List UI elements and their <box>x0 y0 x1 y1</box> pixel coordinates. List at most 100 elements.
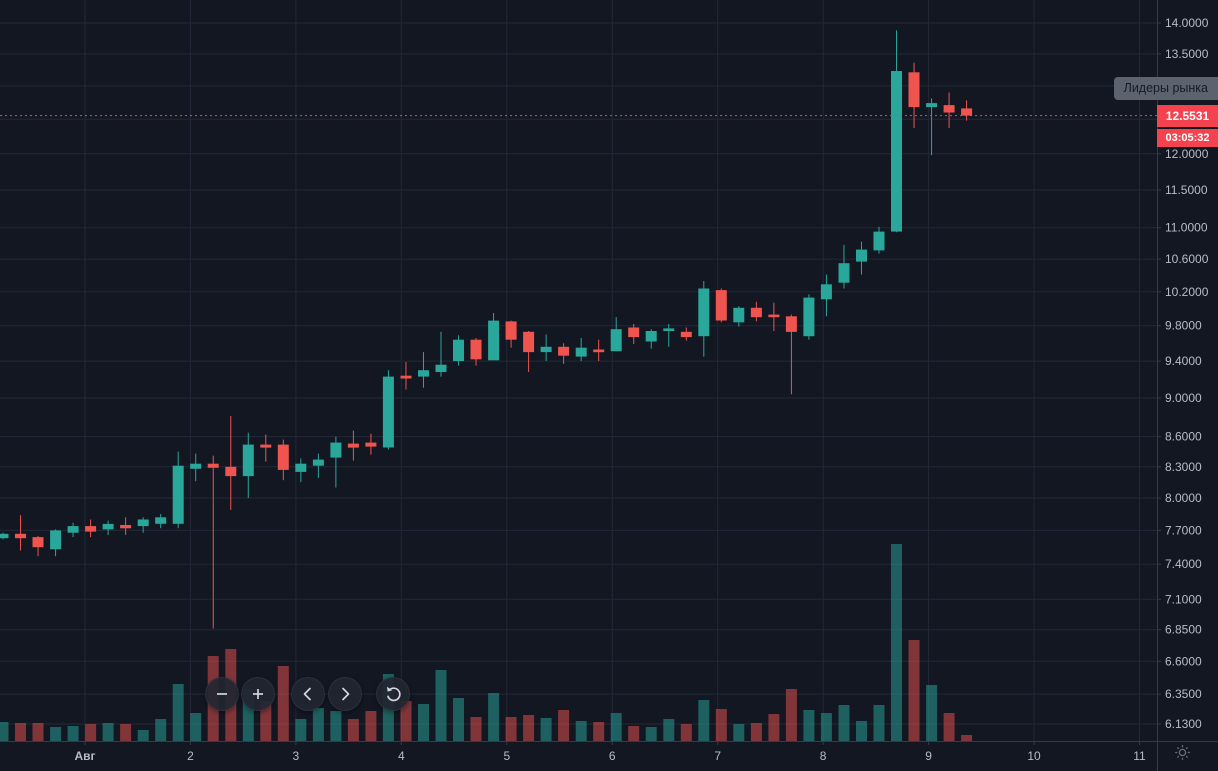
volume-bar <box>295 719 307 741</box>
candle-body <box>347 443 359 448</box>
volume-bar <box>768 714 780 741</box>
price-tick-label: 14.0000 <box>1165 16 1209 30</box>
zoom-in-button[interactable] <box>241 677 275 711</box>
reset-view-button[interactable] <box>376 677 410 711</box>
volume-bar <box>347 719 359 741</box>
candles <box>0 30 973 629</box>
candle-body <box>312 459 324 466</box>
volume-bar <box>242 689 254 741</box>
candle-body <box>50 530 62 550</box>
candle-body <box>85 526 97 532</box>
time-tick-label: 11 <box>1133 749 1146 763</box>
volume-bar <box>488 693 500 741</box>
volume-bar <box>856 721 867 741</box>
volume-bar <box>558 710 570 741</box>
price-tick-label: 6.6000 <box>1165 654 1202 668</box>
volume-bar <box>680 724 692 741</box>
candle-body <box>505 321 517 340</box>
volume-bar <box>120 724 132 741</box>
volume-bar <box>277 666 289 741</box>
volume-bars <box>0 544 973 741</box>
volume-bar <box>102 723 114 741</box>
volume-bar <box>523 715 535 741</box>
candle-body <box>961 108 973 116</box>
tooltip-market-leaders: Лидеры рынка <box>1113 77 1218 100</box>
candle-body <box>260 444 272 448</box>
price-tick-label: 8.0000 <box>1165 491 1202 505</box>
volume-bar <box>190 713 202 741</box>
candle-body <box>67 526 79 533</box>
candle-body <box>628 327 640 338</box>
volume-bar <box>453 698 464 741</box>
scroll-left-button[interactable] <box>291 677 325 711</box>
volume-bar <box>470 717 482 741</box>
volume-bar <box>873 705 885 741</box>
candle-body <box>785 316 797 332</box>
candle-body <box>242 444 254 477</box>
candle-body <box>190 463 202 469</box>
volume-bar <box>505 717 517 741</box>
volume-bar <box>715 709 727 741</box>
candle-body <box>523 331 535 353</box>
candle-body <box>645 331 657 342</box>
volume-bar <box>750 723 762 741</box>
minus-icon <box>217 693 227 695</box>
volume-bar <box>435 670 447 741</box>
volume-bar <box>312 708 324 741</box>
candle-body <box>435 364 447 372</box>
candle-body <box>803 297 815 337</box>
chevron-left-icon <box>303 687 311 701</box>
candle-body <box>558 346 570 356</box>
candle-body <box>330 442 342 458</box>
volume-bar <box>926 685 938 741</box>
price-tick-label: 11.0000 <box>1165 221 1208 235</box>
volume-bar <box>628 726 640 741</box>
price-tick-label: 6.3500 <box>1165 687 1202 701</box>
volume-bar <box>908 640 920 741</box>
candle-body <box>838 263 850 283</box>
candle-body <box>943 105 955 113</box>
candle-body <box>0 533 9 539</box>
time-tick-label: 5 <box>503 749 510 763</box>
candle-body <box>418 370 429 377</box>
candle-body <box>382 376 394 448</box>
volume-bar <box>698 700 710 741</box>
zoom-out-button[interactable] <box>205 677 239 711</box>
candle-body <box>873 231 885 251</box>
price-tick-label: 7.4000 <box>1165 557 1202 571</box>
volume-bar <box>593 722 605 741</box>
price-tick-label: 6.8500 <box>1165 623 1202 637</box>
volume-bar <box>50 727 62 741</box>
volume-bar <box>645 727 657 741</box>
candle-body <box>891 71 902 232</box>
price-tick-label: 8.3000 <box>1165 460 1202 474</box>
candle-body <box>207 463 219 468</box>
price-tick-label: 7.1000 <box>1165 592 1202 606</box>
volume-bar <box>733 724 745 741</box>
price-tick-label: 9.4000 <box>1165 354 1202 368</box>
volume-bar <box>838 705 850 741</box>
candle-body <box>32 537 44 548</box>
volume-bar <box>172 684 184 741</box>
gear-sun-icon <box>1175 745 1190 760</box>
volume-bar <box>365 711 377 741</box>
candle-body <box>856 249 867 262</box>
rotate-ccw-icon <box>386 686 401 701</box>
axis-settings-button[interactable] <box>1174 744 1200 770</box>
price-tick-label: 10.2000 <box>1165 285 1209 299</box>
time-axis[interactable]: Авг 2 3 4 5 6 7 8 9 10 11 <box>74 741 1146 763</box>
time-tick-label: 2 <box>187 749 194 763</box>
candle-body <box>225 466 237 477</box>
volume-bar <box>0 722 9 741</box>
current-price-label: 12.5531 <box>1157 105 1218 127</box>
candle-body <box>575 347 587 357</box>
candle-body <box>488 320 500 361</box>
candle-body <box>698 288 710 337</box>
time-tick-label: 3 <box>293 749 300 763</box>
volume-bar <box>330 711 342 741</box>
chevron-right-icon <box>342 687 350 701</box>
time-tick-label: 6 <box>609 749 616 763</box>
scroll-right-button[interactable] <box>328 677 362 711</box>
candle-body <box>663 328 675 331</box>
